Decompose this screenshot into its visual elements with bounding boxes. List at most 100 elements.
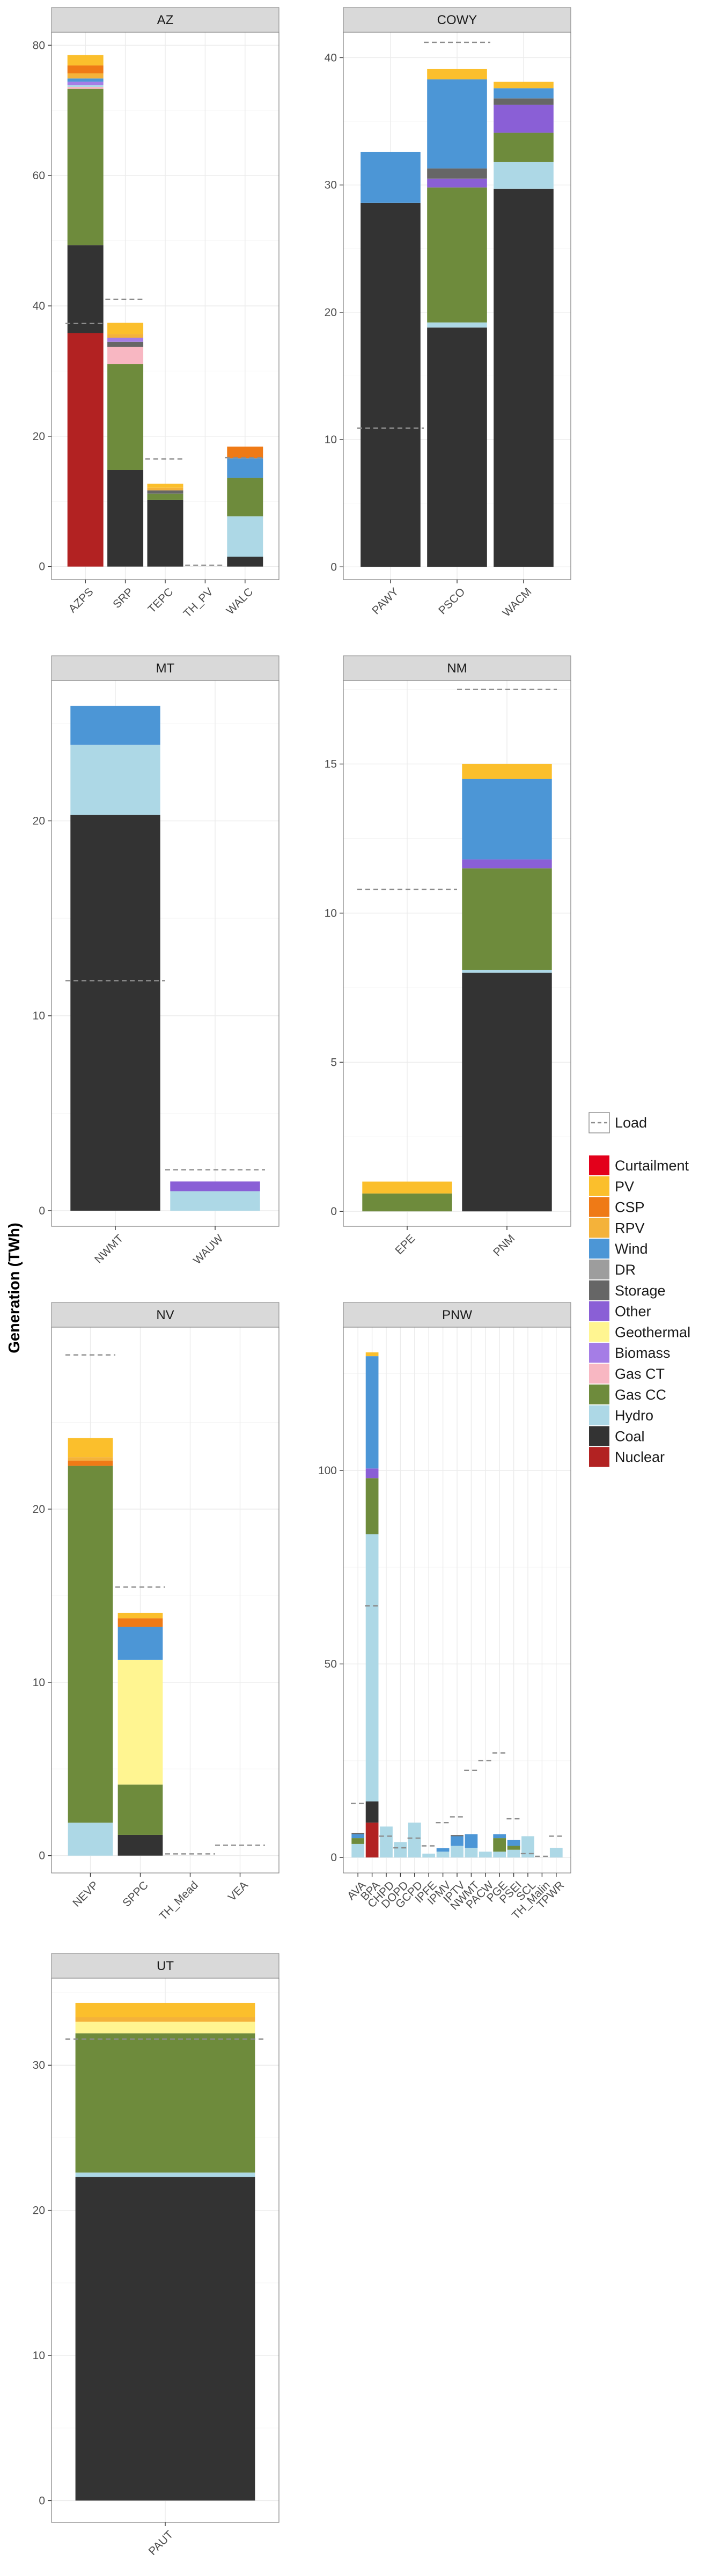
bar-segment-storage [351, 1833, 365, 1834]
bar-segment-wind [227, 458, 263, 478]
y-tick-label: 15 [325, 758, 337, 771]
legend-label-biomass: Biomass [615, 1345, 671, 1361]
facet-az: AZ 0 20 40 60 80 AZPS SRP TEPC TH_PV WALC [33, 7, 279, 620]
bar-segment-gas-cc [493, 1838, 506, 1852]
bar-segment-coal [365, 1801, 379, 1823]
bar-segment-pv [67, 55, 104, 65]
bar-segment-gas-cc [107, 364, 144, 470]
facet-strip [51, 7, 279, 33]
legend-label-coal: Coal [615, 1428, 645, 1444]
x-tick-label: SRP [111, 586, 136, 611]
bar-segment-coal [70, 815, 160, 1211]
y-tick-label: 0 [39, 1205, 45, 1217]
facet-mt: MT 0 10 20 NWMT WAUW [33, 655, 279, 1267]
bar-segment-pv [365, 1352, 379, 1357]
legend-label-other: Other [615, 1304, 651, 1320]
y-tick-label: 20 [33, 1503, 45, 1516]
bar-segment-csp [227, 447, 263, 459]
legend-label-csp: CSP [615, 1199, 645, 1216]
x-tick-label: TH_Mead [157, 1879, 200, 1922]
y-tick-label: 0 [39, 1850, 45, 1862]
y-tick-label: 0 [39, 561, 45, 573]
x-tick-label: NWMT [92, 1232, 126, 1266]
y-tick-label: 20 [33, 430, 45, 443]
bar-segment-wind [462, 779, 552, 860]
legend-key-geothermal [589, 1322, 609, 1342]
y-tick-label: 0 [330, 1851, 337, 1864]
x-tick-label: SPPC [120, 1879, 151, 1909]
bar-segment-other [462, 859, 552, 869]
y-tick-label: 50 [325, 1658, 337, 1671]
x-tick-label: TEPC [146, 586, 176, 616]
bar-segment-wind [451, 1836, 464, 1846]
bar-segment-hydro [75, 2172, 255, 2177]
facet-cowy: COWY 0 10 20 30 40 PAWY PSCO WACM [325, 7, 571, 619]
facet-strip [343, 655, 571, 681]
bar-segment-other [365, 1468, 379, 1479]
bar-segment-wind [493, 1834, 506, 1839]
bar-segment-hydro [394, 1842, 407, 1858]
y-tick-label: 10 [33, 2350, 45, 2362]
bar-segment-coal [462, 972, 552, 1212]
bar-segment-storage [107, 341, 144, 347]
y-tick-label: 20 [33, 2205, 45, 2217]
bar-segment-wind [117, 1627, 163, 1660]
bar-segment-other [170, 1181, 260, 1191]
bar-segment-hydro [68, 1823, 113, 1856]
bar-segment-hydro [479, 1851, 492, 1858]
facet-title: NV [156, 1308, 174, 1322]
legend-key-nuclear [589, 1447, 609, 1467]
bar-segment-gas-cc [117, 1784, 163, 1835]
bar-segment-hydro [380, 1826, 393, 1858]
bar-segment-hydro [521, 1836, 534, 1858]
y-tick-label: 10 [33, 1010, 45, 1022]
bar-segment-other [494, 105, 554, 133]
bar-segment-gas-cc [68, 1466, 113, 1823]
legend-key-gas-cc [589, 1384, 609, 1404]
bar-segment-biomass [67, 82, 104, 85]
legend-label-pv: PV [615, 1179, 634, 1195]
facet-strip [51, 1302, 279, 1328]
bar-segment-gas-ct [67, 87, 104, 89]
x-tick-label: WACM [501, 586, 534, 619]
bar-segment-storage [427, 168, 487, 179]
bar-segment-coal [75, 2177, 255, 2501]
bar-segment-pv [462, 764, 552, 779]
bar-segment-hydro [462, 970, 552, 973]
bar-segment-storage [451, 1835, 464, 1836]
panel-border [343, 680, 571, 1227]
bar-segment-hydro [67, 85, 104, 87]
bar-segment-pv [427, 69, 487, 79]
bar-segment-coal [227, 557, 263, 567]
legend-key-pv [589, 1176, 609, 1196]
x-tick-label: PAUT [146, 2528, 176, 2558]
y-tick-label: 30 [325, 179, 337, 192]
bar-segment-hydro [70, 744, 160, 815]
bar-segment-hydro [351, 1843, 365, 1858]
facet-title: PNW [442, 1308, 472, 1322]
legend-label-load: Load [615, 1115, 647, 1131]
legend-key-other [589, 1301, 609, 1321]
x-tick-label: PNM [491, 1232, 517, 1258]
bar-segment-nuclear [365, 1823, 379, 1858]
bar-segment-gas-cc [365, 1478, 379, 1534]
bar-segment-geothermal [75, 2022, 255, 2033]
bar-segment-storage [147, 490, 183, 494]
facet-strip [343, 1302, 571, 1328]
y-axis-label: Generation (TWh) [6, 1223, 23, 1353]
bar-segment-storage [494, 98, 554, 105]
bar-segment-gas-cc [427, 187, 487, 323]
legend-label-wind: Wind [615, 1241, 648, 1257]
legend-label-curtailment: Curtailment [615, 1158, 689, 1174]
x-tick-label: WALC [224, 586, 256, 617]
bar-segment-csp [117, 1618, 163, 1627]
bar-segment-hydro [436, 1851, 450, 1858]
bar-segment-pv [362, 1181, 452, 1194]
bar-segment-hydro [422, 1853, 436, 1858]
bar-segment-pv [117, 1613, 163, 1619]
legend: Load Curtailment PV CSP RPV Wind DR Storage Othe… [588, 1112, 690, 1467]
panel-border [51, 1327, 279, 1874]
bar-segment-hydro [507, 1849, 520, 1858]
